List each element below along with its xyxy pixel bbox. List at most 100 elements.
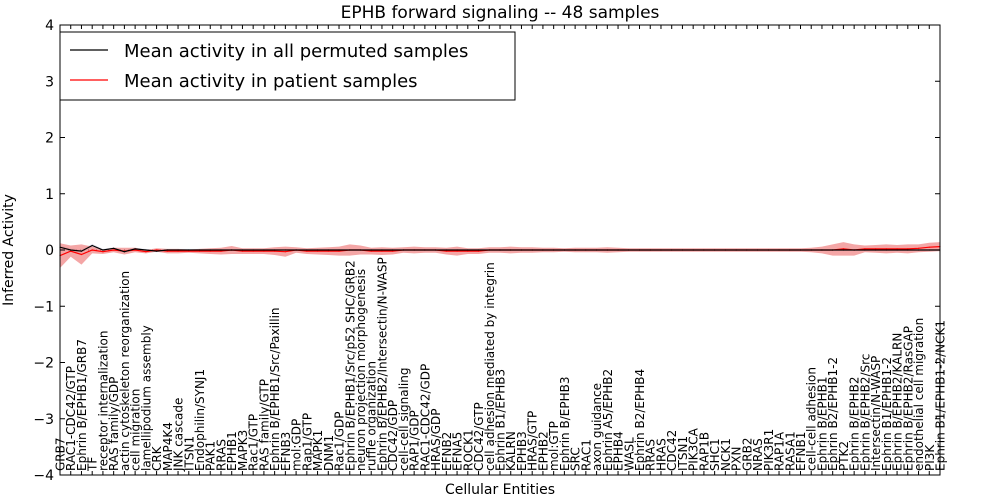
- series-point-0-13: [198, 249, 201, 251]
- x-tick-label: Ephrin B/EPHB3: [558, 377, 572, 471]
- series-point-1-80: [917, 247, 920, 249]
- series-point-0-40: [488, 249, 490, 251]
- series-point-1-8: [145, 251, 147, 253]
- series-point-0-10: [166, 249, 168, 251]
- series-point-0-36: [445, 249, 447, 251]
- series-point-1-25: [327, 250, 329, 252]
- series-point-0-35: [435, 249, 437, 251]
- x-tick-label: neuron projection morphogenesis: [354, 269, 368, 471]
- series-point-1-24: [316, 250, 319, 252]
- series-point-0-74: [853, 249, 855, 251]
- series-point-0-65: [756, 249, 759, 251]
- x-tick-label: Ephrin B1/EPHB1-2/NCK1: [934, 320, 948, 471]
- series-point-0-70: [810, 249, 812, 251]
- series-point-0-16: [231, 249, 233, 251]
- x-tick-label: Ephrin B/EPHB2/KALRN: [891, 333, 905, 471]
- series-point-0-31: [392, 249, 394, 251]
- series-point-0-48: [574, 249, 576, 251]
- series-point-1-19: [263, 250, 265, 252]
- series-point-1-2: [80, 253, 83, 256]
- series-point-1-20: [274, 250, 276, 252]
- series-point-0-15: [220, 249, 222, 251]
- series-point-0-69: [799, 249, 802, 251]
- x-tick-label: Ephrin B2/EPHB4: [633, 369, 647, 471]
- x-tick-label: PI3K: [923, 444, 937, 471]
- x-tick-label: Ephrin B/EPHB2: [848, 377, 862, 471]
- x-tick-label: CRK: [150, 445, 164, 471]
- series-point-0-25: [327, 249, 329, 251]
- series-point-0-59: [692, 249, 694, 251]
- series-point-1-17: [241, 250, 244, 252]
- chart-title: EPHB forward signaling -- 48 samples: [341, 3, 660, 23]
- x-tick-label: cell migration: [129, 389, 143, 471]
- x-tick-label: RAP1/GDP: [408, 410, 422, 471]
- series-point-0-80: [917, 249, 920, 251]
- y-tick-label: 0: [45, 243, 54, 259]
- series-point-1-4: [102, 251, 104, 253]
- x-tick-label: KALRN: [504, 431, 518, 471]
- plot-area: [59, 242, 941, 268]
- x-tick-label: Ephrin B/EPHB1/GRB7: [75, 339, 89, 471]
- series-point-0-14: [209, 249, 211, 251]
- series-point-0-71: [821, 249, 823, 251]
- series-point-1-9: [155, 249, 158, 251]
- y-tick-label: 2: [45, 131, 54, 147]
- x-tick-label: receptor internalization: [96, 331, 110, 471]
- series-point-0-32: [402, 249, 405, 251]
- series-point-0-27: [349, 249, 351, 251]
- x-tick-label: RAS family/GDP: [107, 377, 121, 471]
- series-point-1-10: [166, 250, 168, 252]
- series-point-1-3: [91, 249, 93, 251]
- series-point-0-4: [102, 249, 104, 251]
- series-point-0-61: [714, 249, 716, 251]
- legend-label-patient: Mean activity in patient samples: [124, 71, 418, 92]
- x-tick-label: Ephrin B/EPHB2/Src: [858, 354, 872, 471]
- x-tick-label: cell adhesion mediated by integrin: [483, 262, 497, 471]
- x-tick-label: RAS family/GTP: [257, 379, 271, 471]
- series-point-0-81: [928, 249, 930, 251]
- x-tick-label: ITSN1: [182, 436, 196, 471]
- series-point-0-29: [370, 249, 372, 251]
- x-tick-label: EFNB2: [440, 432, 454, 471]
- x-tick-label: SRC: [569, 447, 583, 471]
- series-point-1-5: [113, 249, 115, 251]
- series-point-1-13: [198, 250, 201, 252]
- x-tick-label: ITSN1: [676, 436, 690, 471]
- series-point-0-34: [424, 249, 426, 251]
- series-point-0-7: [134, 248, 136, 250]
- series-point-0-18: [252, 249, 254, 251]
- x-tick-label: EFNB1: [794, 432, 808, 471]
- x-tick-label: TF: [86, 457, 100, 472]
- x-tick-label: CDC42: [665, 430, 679, 471]
- x-tick-label: GRB7: [54, 437, 68, 471]
- y-axis: 4 3 2 1 0 −1 −2 −3 −4: [33, 18, 940, 484]
- x-tick-label: RRAS: [214, 439, 228, 471]
- series-point-0-3: [91, 244, 93, 247]
- series-point-1-36: [445, 250, 447, 252]
- x-axis-label: Cellular Entities: [445, 482, 555, 498]
- x-tick-label: PXN: [730, 447, 744, 471]
- x-tick-label: Ephrin B/EPHB1/Src/Paxillin: [268, 307, 282, 471]
- series-point-0-30: [381, 249, 383, 251]
- x-tick-label: RAC1-CDC42/GDP: [418, 364, 432, 471]
- series-point-0-58: [681, 249, 684, 251]
- x-tick-label: RAP1A: [773, 431, 787, 471]
- x-tick-label: mol:GDP: [290, 419, 304, 471]
- series-point-0-79: [907, 249, 909, 251]
- y-tick-label: −2: [33, 356, 54, 372]
- x-tick-label: Ephrin B/EPHB1/Src/p52 SHC/GRB2: [343, 260, 357, 471]
- series-point-0-77: [885, 249, 887, 251]
- x-tick-label: Endophilin/SYNJ1: [193, 369, 207, 471]
- series-point-0-6: [123, 251, 125, 253]
- x-tick-label: HRAS/GTP: [526, 411, 540, 471]
- series-point-0-12: [188, 249, 190, 251]
- series-point-0-47: [563, 249, 565, 251]
- series-point-0-54: [638, 249, 641, 251]
- series-point-1-12: [188, 250, 190, 252]
- series-point-1-37: [456, 250, 458, 252]
- series-point-0-5: [113, 247, 115, 249]
- legend-label-permuted: Mean activity in all permuted samples: [124, 41, 468, 62]
- x-tick-label: cell-cell signaling: [397, 368, 411, 472]
- series-point-1-77: [885, 248, 887, 250]
- series-point-0-41: [499, 249, 501, 251]
